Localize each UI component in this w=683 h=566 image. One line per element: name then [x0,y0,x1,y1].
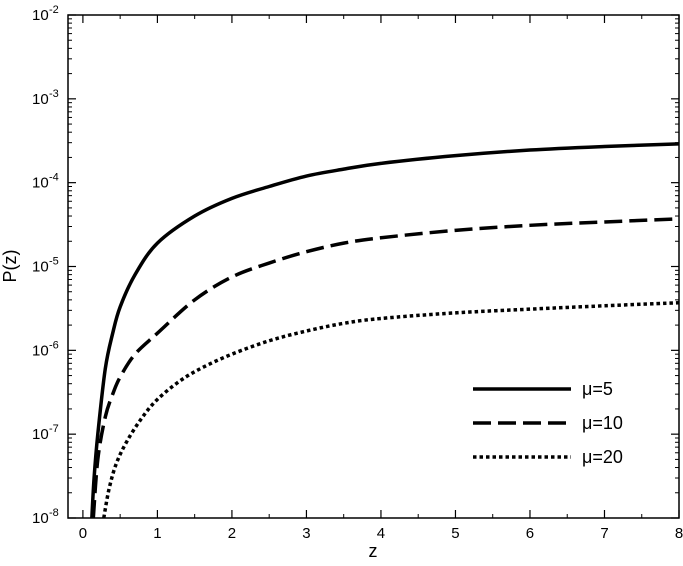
y-tick-exponent: -4 [49,172,59,184]
x-tick-label: 4 [377,525,385,542]
y-tick-base: 10 [32,91,49,108]
y-tick-exponent: -5 [49,256,59,268]
series-line-1 [90,142,680,519]
y-axis-title: P(z) [0,250,20,283]
x-tick-label: 3 [302,525,310,542]
y-tick-label: 10 -7 [32,423,59,443]
series-layer [90,142,680,519]
y-tick-label: 10 -6 [32,339,59,359]
legend: μ=5 μ=10 μ=20 [473,379,623,467]
legend-label-mu10: μ=10 [582,413,623,433]
y-tick-label: 10 -2 [32,4,59,24]
y-tick-label: 10 -4 [32,172,59,192]
ticks: 0 1 2 3 4 5 6 7 810-810-710-610-510-410-310-2 [32,4,683,542]
x-tick-label: 6 [526,525,534,542]
y-tick-base: 10 [32,7,49,24]
y-tick-base: 10 [32,175,49,192]
x-tick-label: 7 [600,525,608,542]
x-axis-title: z [369,541,378,561]
y-tick-base: 10 [32,342,49,359]
series-line-3 [102,300,680,519]
y-tick-exponent: -3 [49,88,59,100]
series-line-2 [91,217,680,519]
x-tick-label: 8 [675,525,683,542]
y-tick-label: 10 -5 [32,256,59,276]
y-tick-exponent: -2 [49,4,59,16]
y-tick-label: 10 -3 [32,88,59,108]
x-tick-label: 2 [228,525,236,542]
legend-label-mu20: μ=20 [582,447,623,467]
y-tick-exponent: -8 [49,507,59,519]
y-tick-base: 10 [32,426,49,443]
y-tick-base: 10 [32,510,49,527]
x-tick-label: 5 [451,525,459,542]
plot-frame [67,14,680,519]
y-tick-exponent: -7 [49,423,59,435]
x-tick-label: 1 [153,525,161,542]
x-tick-label: 0 [79,525,87,542]
legend-label-mu5: μ=5 [582,379,613,399]
y-tick-label: 10 -8 [32,507,59,527]
y-tick-exponent: -6 [49,339,59,351]
y-tick-base: 10 [32,259,49,276]
